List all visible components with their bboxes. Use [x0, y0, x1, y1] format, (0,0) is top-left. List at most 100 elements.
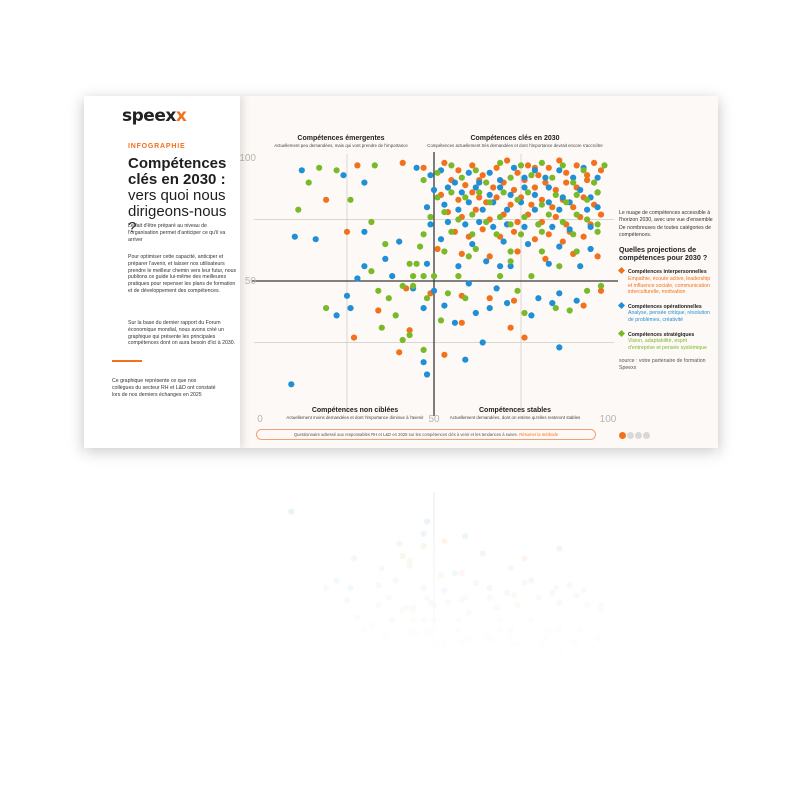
reflection-point [563, 668, 570, 675]
reflection-point [420, 584, 427, 591]
data-point [441, 248, 448, 255]
reflection-point [458, 639, 465, 646]
reflection-point [288, 508, 295, 515]
reflection-point [382, 634, 389, 641]
reflection-point [577, 702, 584, 710]
data-point [361, 263, 368, 270]
data-point [500, 238, 507, 245]
reflection-point [323, 584, 330, 591]
y-tick-label: 50 [245, 276, 257, 287]
data-point [573, 211, 580, 218]
data-point [305, 179, 312, 186]
data-point [472, 245, 479, 253]
reflection-point [476, 710, 483, 717]
data-point [437, 236, 445, 243]
data-point [514, 218, 521, 226]
data-point [486, 199, 493, 206]
reflection-point [493, 658, 500, 665]
data-point [389, 273, 396, 280]
reflection-point [507, 631, 514, 638]
reflection-point [444, 680, 451, 687]
reflection-point [486, 636, 493, 643]
reflection-point [497, 730, 504, 737]
data-point [361, 179, 368, 186]
reflection-point [549, 589, 556, 596]
reflection-point [444, 599, 451, 606]
data-point [594, 221, 601, 228]
reflection-point [538, 670, 545, 678]
data-point [507, 258, 514, 265]
diamond-icon [617, 329, 626, 337]
reflection-point [591, 730, 598, 737]
reflection-point [510, 702, 518, 710]
reflection-point [455, 673, 462, 680]
data-point [573, 162, 580, 169]
reflection-point [298, 722, 305, 729]
reflection-point [521, 555, 528, 562]
reflection-point [434, 720, 441, 727]
legend-panel: Le nuage de compétences accessible à l'h… [617, 210, 715, 372]
reflection-point [472, 683, 479, 690]
reflection-point [597, 607, 605, 614]
data-point [552, 305, 559, 312]
reflection-point [597, 602, 605, 609]
pager-dot[interactable] [635, 432, 642, 439]
reflection-point [542, 710, 549, 717]
reflection-point [427, 675, 434, 683]
data-point [507, 221, 514, 228]
data-point [448, 189, 455, 196]
data-point [528, 172, 535, 179]
data-point [368, 268, 375, 275]
reflection-point [573, 727, 580, 734]
data-point [399, 336, 406, 344]
reflection-point [521, 579, 528, 587]
data-point [378, 324, 385, 331]
quadrant-key-2030-title: Compétences clés en 2030 [470, 135, 559, 142]
pager-dot[interactable] [627, 432, 634, 439]
reflection-point [584, 602, 591, 609]
reflection-point [469, 648, 476, 655]
reflection-point [448, 700, 455, 707]
pager-dot[interactable] [643, 432, 650, 439]
data-point [420, 359, 427, 366]
pager-dot-active[interactable] [619, 432, 626, 439]
data-point [476, 194, 483, 201]
data-point [497, 184, 504, 191]
data-point [570, 204, 577, 211]
reflection-point [361, 661, 368, 668]
data-point [549, 223, 556, 230]
reflection-point [403, 604, 410, 611]
data-point [448, 162, 455, 169]
data-point [469, 241, 476, 248]
data-point [556, 243, 563, 250]
data-point [545, 231, 552, 238]
page-reflection [84, 448, 718, 800]
reflection-point [472, 705, 479, 712]
infographic-page: 0 50 100 100 50 Compétences émergentes Actuell… [84, 96, 718, 448]
data-point [323, 196, 330, 203]
reflection-point [577, 626, 584, 633]
reflection-point [531, 653, 538, 660]
data-point [298, 167, 305, 174]
reflection-point [500, 710, 507, 717]
reflection-point [573, 705, 580, 712]
reflection-point [486, 690, 493, 697]
reflection-point [556, 626, 563, 633]
reflection-point [448, 661, 455, 668]
data-point [573, 248, 580, 255]
quadrant-not-targeted-desc: Actuellement moins demandées et dont l'i… [286, 415, 424, 420]
reflection-point [552, 584, 559, 591]
reflection-point [437, 572, 445, 579]
data-point [580, 233, 587, 240]
reflection-point [597, 678, 605, 685]
reflection-point [601, 727, 608, 734]
reflection-point [545, 690, 552, 697]
speexx-logo[interactable]: speexx [122, 106, 187, 126]
diamond-icon [617, 267, 626, 275]
data-point [580, 167, 587, 174]
reflection-point [591, 710, 598, 717]
method-link[interactable]: Résumer la méthode [519, 432, 559, 437]
reflection-point [410, 607, 417, 614]
data-point [385, 295, 392, 302]
